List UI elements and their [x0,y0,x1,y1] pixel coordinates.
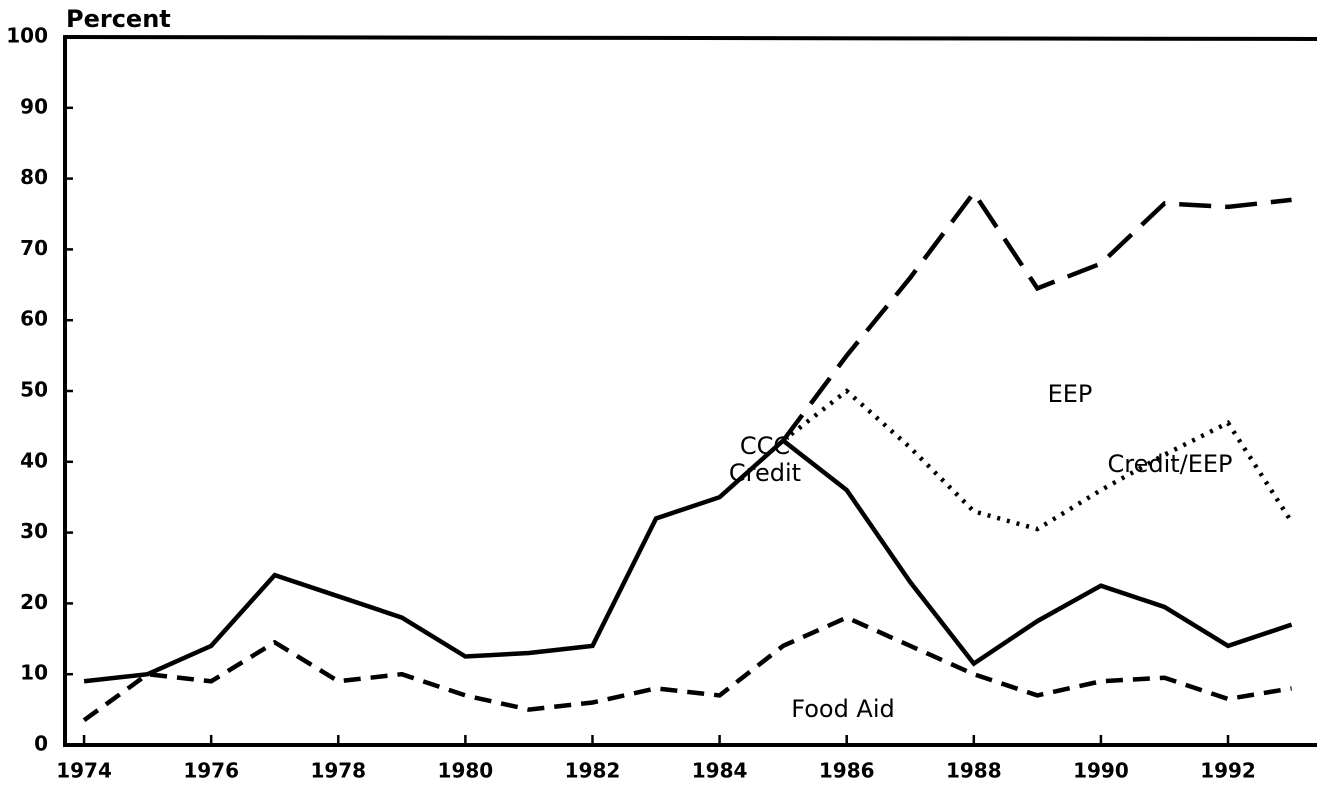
y-tick-label: 60 [20,307,48,331]
series-label: EEP [1048,380,1093,408]
y-tick-label: 50 [20,378,48,402]
y-tick-label: 0 [34,732,48,756]
x-tick-label: 1984 [692,759,748,783]
y-axis-label: Percent [66,5,171,33]
series-line [82,615,1292,723]
x-tick-label: 1988 [946,759,1002,783]
series-line [781,188,1292,442]
y-tick-label: 70 [20,236,48,260]
plot-frame-top [62,35,1317,41]
y-tick-label: 10 [20,661,48,685]
series-label: CCC Credit [729,432,801,487]
y-tick-label: 30 [20,519,48,543]
x-tick-label: 1992 [1200,759,1256,783]
x-tick-label: 1986 [819,759,875,783]
x-tick-label: 1990 [1073,759,1129,783]
x-tick-label: 1980 [438,759,494,783]
y-tick-label: 100 [6,24,48,48]
series-label: Credit/EEP [1107,450,1232,478]
y-tick-label: 40 [20,448,48,472]
y-tick-label: 80 [20,165,48,189]
x-tick-label: 1982 [565,759,621,783]
series-line [781,388,1294,532]
x-tick-label: 1978 [310,759,366,783]
y-tick-label: 90 [20,94,48,118]
y-tick-label: 20 [20,590,48,614]
series-line [83,437,1293,684]
x-tick-label: 1974 [56,759,112,783]
series-label: Food Aid [791,695,895,723]
x-tick-label: 1976 [183,759,239,783]
